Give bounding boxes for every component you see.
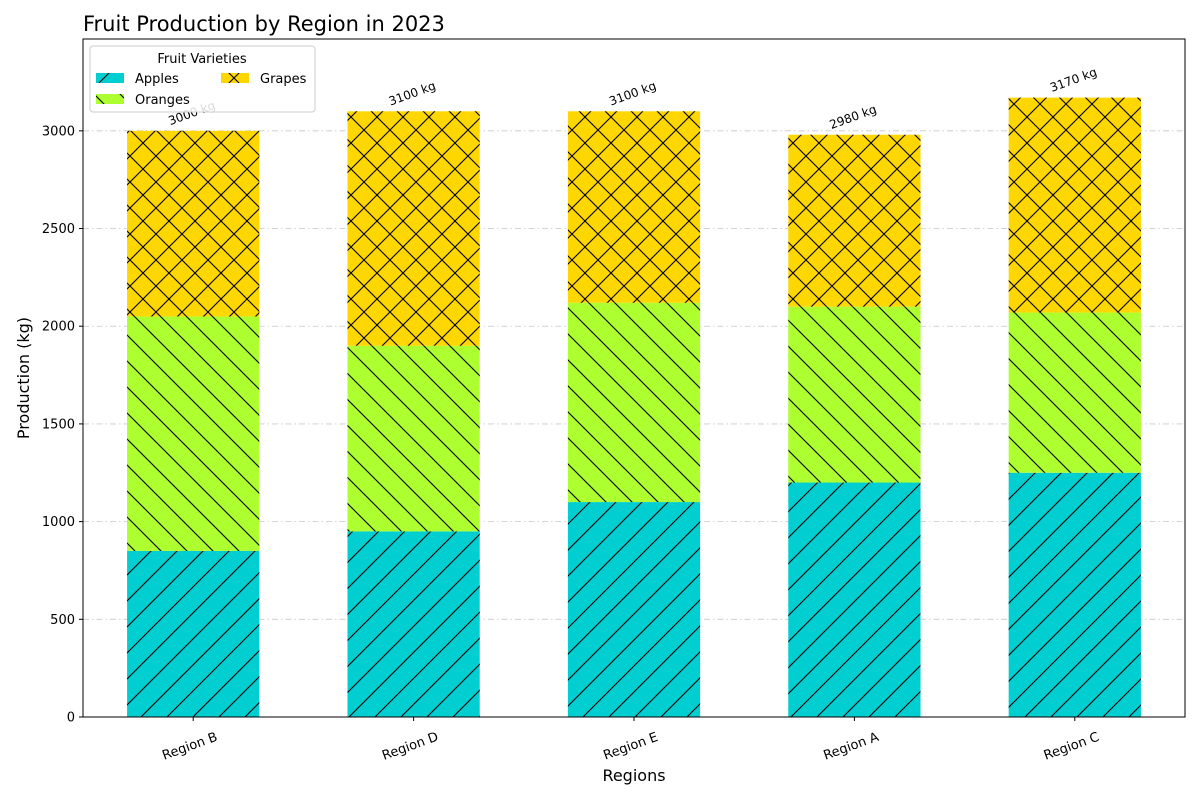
bar-grapes-region-b-hatch [127, 130, 260, 317]
legend-label-oranges: Oranges [135, 93, 190, 108]
bar-grapes-region-c-hatch [1008, 97, 1141, 313]
x-tick-label-region-a: Region A [822, 730, 881, 764]
bar-oranges-region-d-hatch [347, 345, 480, 532]
y-tick-label: 1500 [42, 417, 75, 432]
bar-apples-region-b-hatch [127, 550, 260, 717]
legend-swatch-apples-hatch [96, 73, 124, 83]
bar-apples-region-d-hatch [347, 531, 480, 717]
y-tick-label: 2000 [42, 320, 75, 335]
y-tick-label: 3000 [42, 124, 75, 139]
bar-grapes-region-a-hatch [788, 134, 921, 307]
legend-label-grapes: Grapes [260, 72, 307, 87]
legend: Fruit Varieties Apples Oranges Grapes [89, 45, 316, 113]
y-tick-label: 0 [67, 711, 75, 726]
bar-oranges-region-b-hatch [127, 316, 260, 551]
bar-grapes-region-d-hatch [347, 111, 480, 346]
total-label-region-c: 3170 kg [1048, 65, 1099, 95]
x-tick-label-region-c: Region C [1042, 730, 1101, 764]
legend-swatch-oranges-hatch [96, 94, 124, 104]
y-tick-label: 500 [50, 613, 75, 628]
bar-oranges-region-c-hatch [1008, 312, 1141, 473]
bar-oranges-region-e-hatch [567, 302, 701, 503]
legend-swatch-grapes-hatch [221, 73, 249, 83]
legend-label-apples: Apples [135, 72, 179, 87]
x-tick-label-region-e: Region E [602, 730, 661, 764]
total-label-region-d: 3100 kg [387, 79, 438, 109]
total-label-region-a: 2980 kg [828, 102, 879, 132]
bar-oranges-region-a-hatch [788, 306, 921, 483]
x-axis: Region B Region D Region E Region A Region C [160, 717, 1101, 764]
x-axis-label: Regions [602, 766, 665, 785]
y-axis: 0 500 1000 1500 2000 2500 3000 [42, 124, 83, 726]
total-label-region-e: 3100 kg [607, 79, 658, 109]
x-tick-label-region-b: Region B [160, 730, 219, 764]
bar-apples-region-e-hatch [567, 502, 701, 717]
bar-grapes-region-e-hatch [567, 111, 701, 303]
bars-group [127, 97, 1141, 717]
y-axis-label: Production (kg) [14, 317, 33, 439]
chart-title: Fruit Production by Region in 2023 [83, 12, 445, 36]
x-tick-label-region-d: Region D [380, 730, 440, 764]
legend-title: Fruit Varieties [157, 52, 246, 67]
bar-apples-region-a-hatch [788, 482, 921, 717]
bar-apples-region-c-hatch [1008, 472, 1141, 717]
legend-box [89, 45, 316, 113]
y-tick-label: 1000 [42, 515, 75, 530]
y-tick-label: 2500 [42, 222, 75, 237]
